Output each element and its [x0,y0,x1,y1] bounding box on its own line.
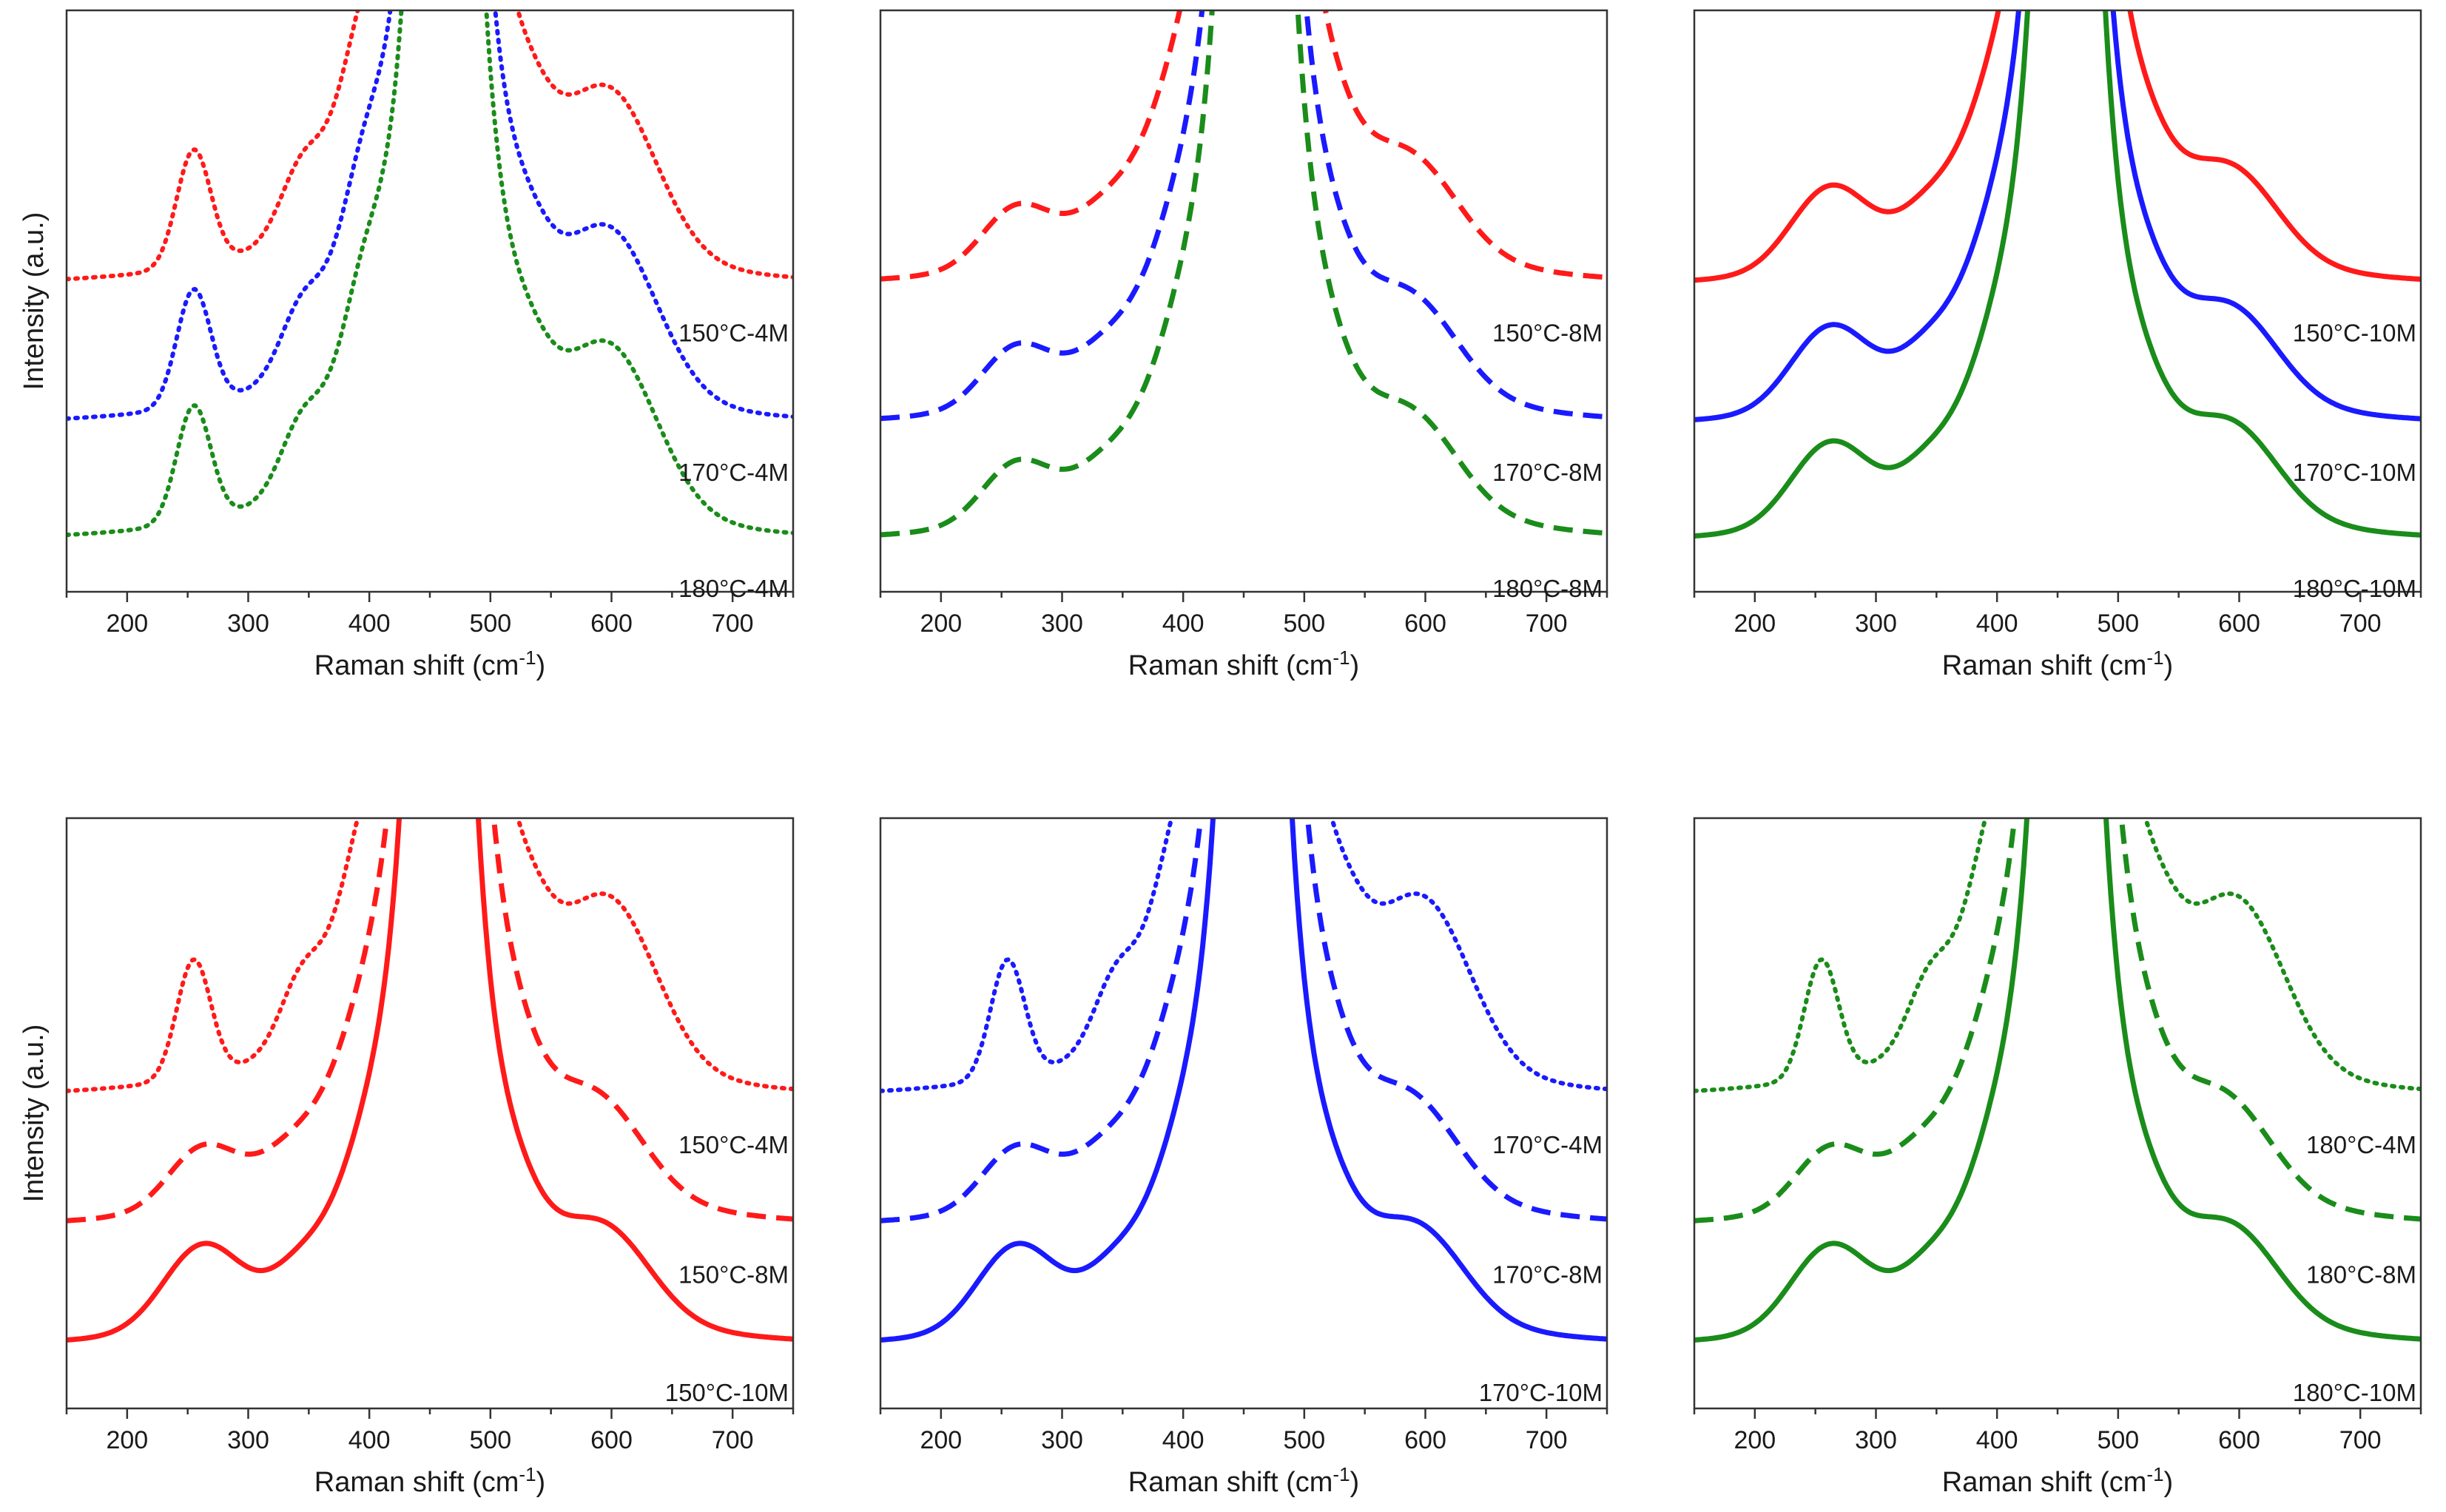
chart-panel-top-left: 200 300 400 500 600 700 Raman shift (cm-1) Inte… [18,9,795,681]
chart-panel-bottom-middle: 200 300 400 500 600 700 Raman shift (cm-1) 170°… [879,817,1608,1498]
x-tick-label: 400 [348,610,391,638]
x-tick-label: 700 [1526,1426,1568,1454]
x-tick-label: 700 [712,610,754,638]
x-tick-label: 600 [1404,1426,1446,1454]
series-label: 180°C-10M [2293,1379,2416,1406]
plot-frame [879,9,1608,593]
series-line-170°C-10M [1694,10,2421,422]
series-label: 170°C-10M [2293,459,2416,486]
chart-panel-top-right: 200 300 400 500 600 700 Raman shift (cm-1) 150°… [1693,9,2422,681]
series-line-170°C-8M [880,818,1607,1224]
series-line-180°C-8M [880,10,1607,538]
x-axis-label: Raman shift (cm-1) [314,1463,545,1498]
series-label: 150°C-8M [678,1261,789,1289]
x-tick-label: 600 [590,1426,633,1454]
series-label: 150°C-10M [2293,319,2416,346]
x-axis-label: Raman shift (cm-1) [1942,647,2173,681]
x-tick-label: 400 [1162,1426,1205,1454]
y-axis-label: Intensity (a.u.) [18,1025,50,1203]
series-line-170°C-4M [880,818,1607,1093]
series-label: 170°C-10M [1479,1379,1603,1406]
series-label: 180°C-8M [1492,575,1603,602]
x-tick-label: 200 [1734,610,1776,638]
series-label: 170°C-8M [1492,459,1603,486]
chart-panel-bottom-right: 200 300 400 500 600 700 Raman shift (cm-1) 180°… [1693,817,2422,1498]
series-line-150°C-4M [67,10,793,282]
x-tick-label: 200 [920,1426,962,1454]
series-label: 170°C-8M [1492,1261,1603,1289]
series-line-150°C-4M [67,818,793,1093]
series-line-180°C-4M [1694,818,2421,1093]
series-line-150°C-10M [67,818,793,1343]
series-line-150°C-8M [880,10,1607,282]
plot-frame [879,817,1608,1410]
series-line-150°C-8M [67,818,793,1224]
series-line-180°C-8M [1694,818,2421,1224]
series-line-170°C-4M [67,10,793,421]
x-tick-label: 300 [1855,1426,1897,1454]
x-tick-label: 400 [1976,610,2018,638]
x-tick-label: 600 [590,610,633,638]
x-tick-label: 200 [106,1426,148,1454]
series-line-180°C-10M [1694,10,2421,539]
y-axis-label: Intensity (a.u.) [18,212,50,391]
plot-frame [65,817,795,1410]
plot-frame [1693,817,2422,1410]
series-label: 180°C-4M [2306,1131,2416,1158]
x-tick-label: 500 [2097,610,2139,638]
x-tick-label: 600 [2218,610,2260,638]
series-line-150°C-10M [1694,10,2421,283]
series-group [1694,10,2421,539]
x-tick-label: 500 [1283,610,1325,638]
x-tick-label: 600 [1404,610,1446,638]
x-tick-label: 500 [2097,1426,2139,1454]
x-tick-label: 400 [1162,610,1205,638]
chart-panel-top-middle: 200 300 400 500 600 700 Raman shift (cm-1) 150°… [879,9,1608,681]
series-group [880,10,1607,538]
x-tick-label: 700 [1526,610,1568,638]
x-tick-label: 200 [1734,1426,1776,1454]
series-label: 150°C-4M [678,319,789,346]
x-tick-label: 300 [1855,610,1897,638]
x-tick-label: 300 [227,1426,269,1454]
series-label: 150°C-4M [678,1131,789,1158]
x-tick-label: 700 [2339,610,2382,638]
series-label: 150°C-10M [665,1379,789,1406]
series-label: 170°C-4M [1492,1131,1603,1158]
series-line-180°C-4M [67,10,793,538]
series-line-170°C-10M [880,818,1607,1343]
x-tick-label: 500 [469,610,511,638]
chart-panel-bottom-left: 200 300 400 500 600 700 Raman shift (cm-1) Inte… [18,817,795,1498]
series-label: 180°C-4M [678,575,789,602]
x-tick-label: 300 [227,610,269,638]
x-tick-label: 500 [1283,1426,1325,1454]
x-tick-label: 200 [920,610,962,638]
x-tick-label: 700 [2339,1426,2382,1454]
x-axis-label: Raman shift (cm-1) [1128,1463,1359,1498]
series-label: 180°C-8M [2306,1261,2416,1289]
x-tick-label: 300 [1041,610,1083,638]
x-tick-label: 200 [106,610,148,638]
series-line-180°C-10M [1694,818,2421,1343]
x-tick-label: 400 [1976,1426,2018,1454]
series-label: 150°C-8M [1492,319,1603,346]
x-tick-label: 700 [712,1426,754,1454]
series-group [1694,818,2421,1343]
x-axis-label: Raman shift (cm-1) [1942,1463,2173,1498]
series-group [880,818,1607,1343]
series-group [67,10,793,538]
series-line-170°C-8M [880,10,1607,422]
x-axis-label: Raman shift (cm-1) [1128,647,1359,681]
x-tick-label: 300 [1041,1426,1083,1454]
series-label: 170°C-4M [678,459,789,486]
series-label: 180°C-10M [2293,575,2416,602]
x-tick-label: 600 [2218,1426,2260,1454]
x-tick-label: 400 [348,1426,391,1454]
x-tick-label: 500 [469,1426,511,1454]
x-axis-label: Raman shift (cm-1) [314,647,545,681]
plot-frame [65,9,795,593]
series-group [67,818,793,1343]
